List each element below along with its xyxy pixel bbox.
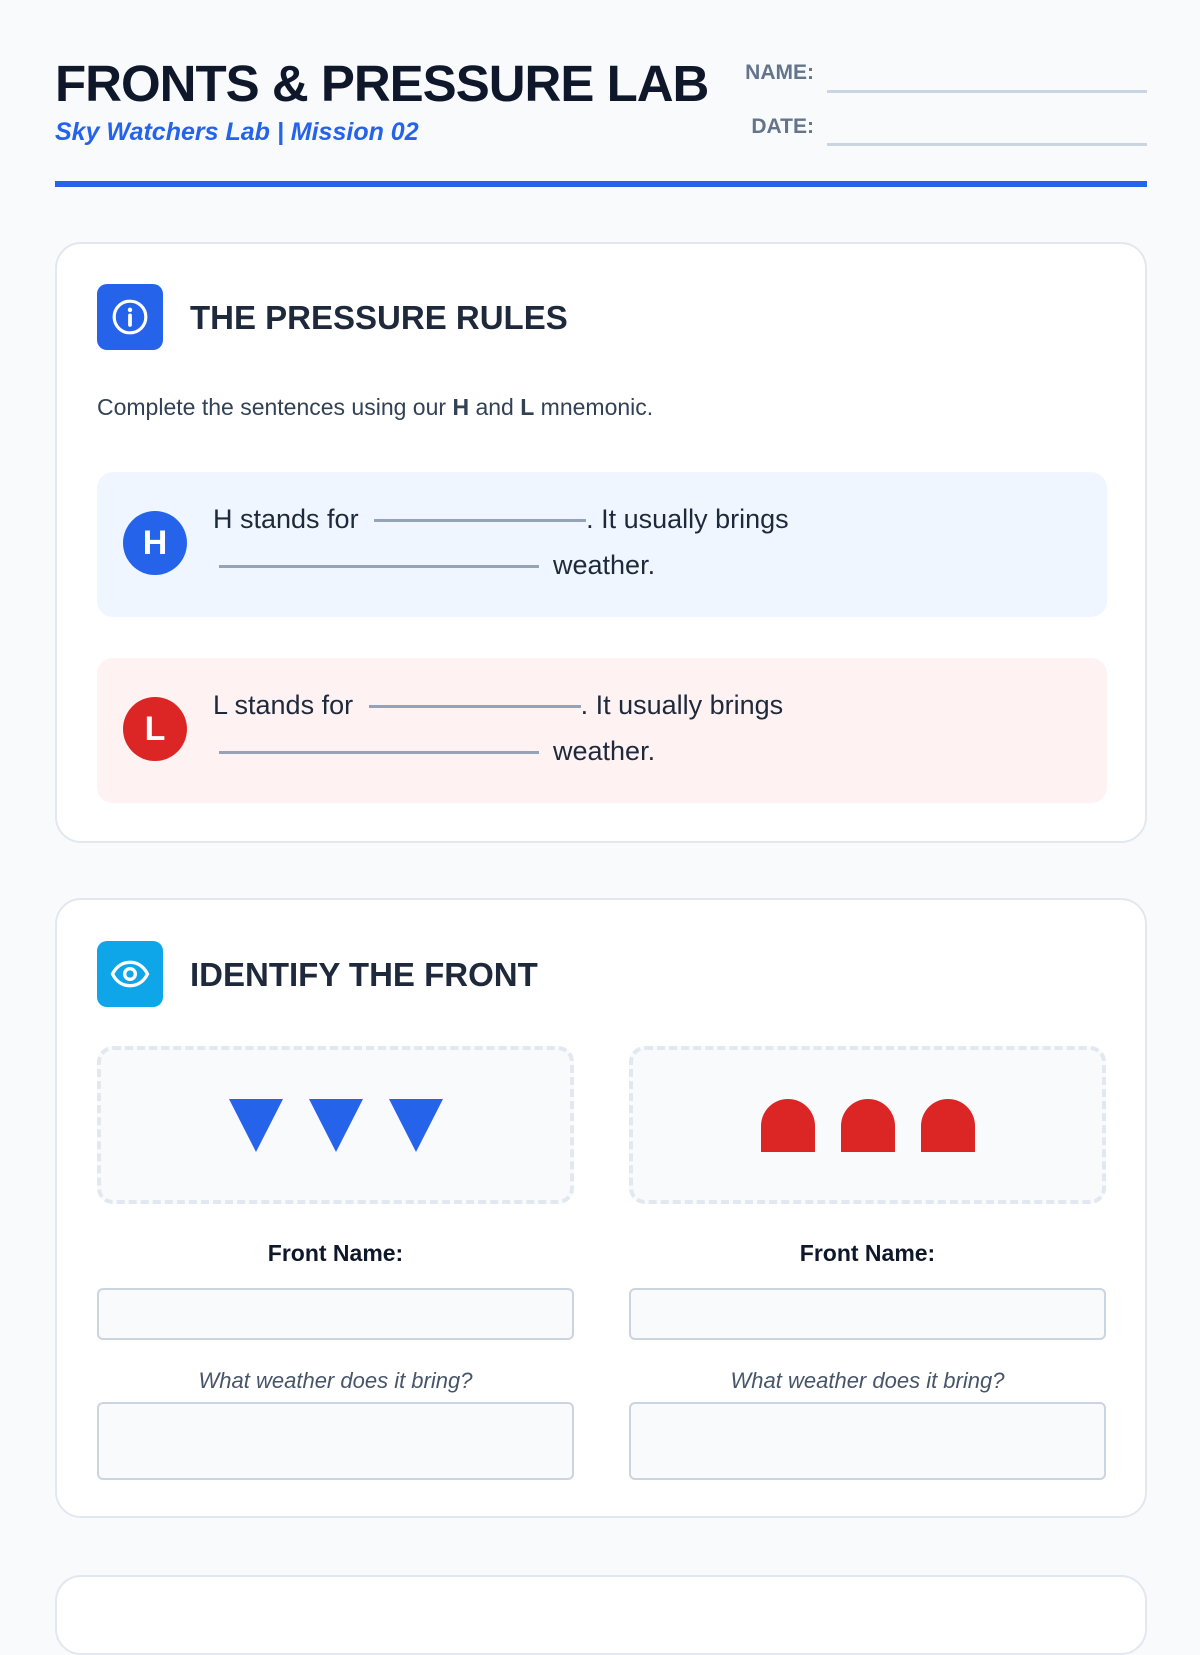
low-text3: weather. [553, 736, 656, 766]
high-weather-blank[interactable] [219, 565, 539, 569]
instruction-text: Complete the sentences using our H and L… [97, 394, 653, 421]
warm-front-semicircle-icon [760, 1098, 815, 1152]
name-label: NAME: [745, 61, 814, 84]
low-pressure-rule: L L stands for . It usually brings weath… [97, 658, 1107, 803]
date-field[interactable] [827, 143, 1147, 146]
page-title: FRONTS & PRESSURE LAB [55, 55, 709, 112]
pressure-rules-card: THE PRESSURE RULES Complete the sentence… [55, 242, 1147, 843]
high-text1: H stands for [213, 504, 359, 534]
weather-question: What weather does it bring? [730, 1368, 1005, 1393]
high-sentence-line2: weather. [219, 550, 655, 581]
cold-front-triangle-icon [388, 1098, 443, 1152]
next-section-card [55, 1575, 1147, 1655]
section-title: THE PRESSURE RULES [190, 299, 568, 336]
instruction-and: and [469, 394, 521, 420]
front-name-label: Front Name: [799, 1240, 936, 1266]
instruction-l: L [520, 394, 535, 420]
high-text2: . It usually brings [586, 504, 789, 534]
header-divider [55, 181, 1147, 187]
cold-front-triangle-icon [228, 1098, 283, 1152]
section-title: IDENTIFY THE FRONT [190, 956, 538, 993]
instruction-h: H [452, 394, 470, 420]
high-text3: weather. [553, 550, 656, 580]
low-text1: L stands for [213, 690, 354, 720]
weather-question: What weather does it bring? [198, 1368, 473, 1393]
instruction-post: mnemonic. [534, 394, 654, 420]
warm-front-semicircle-icon [840, 1098, 895, 1152]
low-weather-blank[interactable] [219, 751, 539, 755]
warm-front-symbol-box [629, 1046, 1106, 1204]
high-meaning-blank[interactable] [374, 519, 587, 523]
warm-front-semicircle-icon [920, 1098, 975, 1152]
front-name-label: Front Name: [267, 1240, 404, 1266]
front-name-input[interactable] [629, 1288, 1106, 1340]
instruction-pre: Complete the sentences using our [97, 394, 453, 420]
identify-front-card: IDENTIFY THE FRONT Front Name: What weat… [55, 898, 1147, 1518]
info-icon [97, 284, 163, 350]
name-field[interactable] [827, 90, 1147, 93]
cold-front-triangle-icon [308, 1098, 363, 1152]
low-sentence-line1: L stands for . It usually brings [213, 690, 783, 721]
low-meaning-blank[interactable] [368, 705, 581, 709]
eye-icon [97, 941, 163, 1007]
high-pressure-rule: H H stands for . It usually brings weath… [97, 472, 1107, 617]
low-text2: . It usually brings [580, 690, 784, 720]
low-pressure-badge: L [123, 697, 187, 761]
low-sentence-line2: weather. [219, 736, 655, 767]
weather-answer-input[interactable] [629, 1402, 1106, 1480]
front-name-input[interactable] [97, 1288, 574, 1340]
page-subtitle: Sky Watchers Lab | Mission 02 [55, 118, 419, 146]
cold-front-symbol-box [97, 1046, 574, 1204]
weather-answer-input[interactable] [97, 1402, 574, 1480]
date-label: DATE: [751, 115, 814, 138]
high-pressure-badge: H [123, 511, 187, 575]
high-sentence-line1: H stands for . It usually brings [213, 504, 789, 535]
